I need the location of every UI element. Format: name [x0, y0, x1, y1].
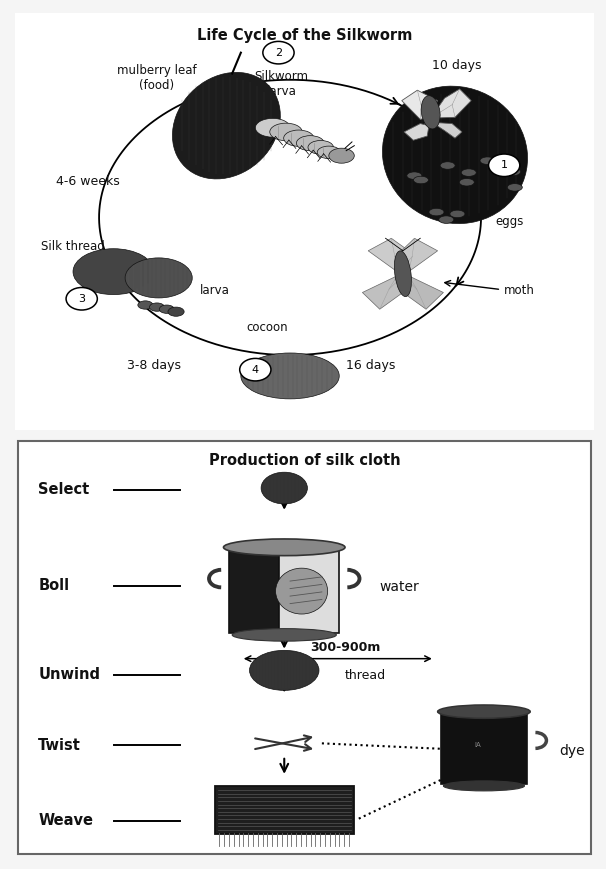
- Text: eggs: eggs: [496, 216, 524, 228]
- Circle shape: [263, 42, 294, 64]
- Ellipse shape: [329, 149, 355, 163]
- Ellipse shape: [308, 141, 333, 154]
- FancyBboxPatch shape: [229, 549, 279, 633]
- Ellipse shape: [224, 539, 345, 555]
- Ellipse shape: [255, 118, 290, 137]
- Text: Boll: Boll: [38, 578, 70, 594]
- Ellipse shape: [407, 172, 422, 179]
- Ellipse shape: [480, 157, 495, 164]
- Ellipse shape: [276, 568, 328, 614]
- FancyBboxPatch shape: [12, 11, 597, 432]
- Ellipse shape: [444, 781, 524, 791]
- Ellipse shape: [395, 251, 411, 296]
- Text: Production of silk cloth: Production of silk cloth: [208, 454, 401, 468]
- Text: Silkworm
larva: Silkworm larva: [255, 70, 308, 98]
- Ellipse shape: [241, 353, 339, 399]
- Ellipse shape: [382, 86, 528, 223]
- FancyBboxPatch shape: [18, 441, 591, 854]
- Text: dye: dye: [559, 744, 585, 758]
- Text: 10 days: 10 days: [432, 59, 481, 71]
- Ellipse shape: [440, 162, 455, 169]
- Circle shape: [240, 358, 271, 381]
- Polygon shape: [432, 123, 462, 138]
- FancyBboxPatch shape: [215, 786, 354, 834]
- Ellipse shape: [232, 628, 336, 641]
- Ellipse shape: [438, 705, 530, 719]
- Ellipse shape: [461, 169, 476, 176]
- Ellipse shape: [138, 301, 153, 309]
- Ellipse shape: [284, 130, 314, 146]
- Circle shape: [66, 288, 98, 310]
- Ellipse shape: [159, 305, 175, 314]
- Text: 2: 2: [275, 48, 282, 57]
- Ellipse shape: [439, 216, 454, 223]
- Text: Weave: Weave: [38, 813, 93, 828]
- Polygon shape: [402, 90, 438, 119]
- Polygon shape: [404, 123, 429, 140]
- Text: Twist: Twist: [38, 738, 81, 753]
- Ellipse shape: [459, 178, 474, 186]
- FancyBboxPatch shape: [279, 549, 339, 633]
- Text: moth: moth: [504, 284, 535, 297]
- Text: 4: 4: [251, 365, 259, 375]
- Ellipse shape: [423, 121, 438, 129]
- Text: 4-6 weeks: 4-6 weeks: [56, 176, 119, 189]
- Text: thread: thread: [345, 669, 386, 682]
- Text: mulberry leaf
(food): mulberry leaf (food): [117, 63, 197, 92]
- Ellipse shape: [270, 123, 302, 141]
- Ellipse shape: [173, 72, 281, 179]
- Ellipse shape: [318, 146, 341, 159]
- FancyBboxPatch shape: [441, 713, 527, 784]
- Ellipse shape: [250, 650, 319, 690]
- Ellipse shape: [413, 176, 428, 183]
- Polygon shape: [431, 89, 471, 118]
- Ellipse shape: [150, 303, 164, 311]
- Text: IA: IA: [474, 741, 482, 747]
- Ellipse shape: [450, 210, 465, 217]
- Polygon shape: [403, 275, 444, 309]
- Text: cocoon: cocoon: [246, 322, 288, 335]
- Ellipse shape: [125, 258, 192, 298]
- Ellipse shape: [505, 168, 521, 176]
- Ellipse shape: [296, 136, 324, 150]
- Text: Life Cycle of the Silkworm: Life Cycle of the Silkworm: [197, 28, 412, 43]
- Text: 16 days: 16 days: [347, 359, 396, 372]
- Ellipse shape: [421, 96, 440, 129]
- Text: 3: 3: [78, 294, 85, 304]
- Polygon shape: [368, 238, 415, 272]
- Ellipse shape: [73, 249, 154, 295]
- Text: water: water: [380, 580, 419, 594]
- Text: 300-900m: 300-900m: [310, 640, 380, 653]
- Ellipse shape: [261, 472, 307, 504]
- Polygon shape: [362, 275, 403, 309]
- Text: 3-8 days: 3-8 days: [127, 359, 181, 372]
- Text: Select: Select: [38, 482, 90, 497]
- Ellipse shape: [429, 209, 444, 216]
- Text: 1: 1: [501, 160, 508, 170]
- Ellipse shape: [168, 307, 184, 316]
- Text: Unwind: Unwind: [38, 667, 101, 682]
- Ellipse shape: [507, 183, 522, 191]
- Polygon shape: [397, 238, 438, 272]
- Text: larva: larva: [200, 284, 230, 297]
- Circle shape: [488, 154, 520, 176]
- Text: Silk thread: Silk thread: [41, 240, 105, 253]
